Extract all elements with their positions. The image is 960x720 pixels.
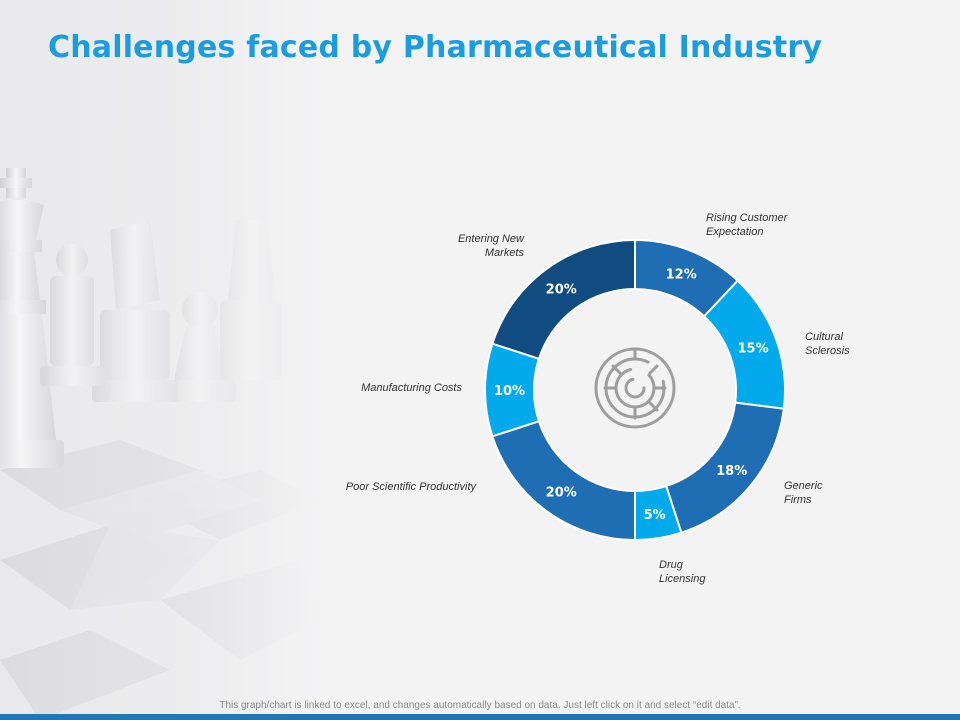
bottom-accent-bar — [0, 714, 960, 720]
donut-slice — [491, 238, 636, 361]
slice-value-label: 18% — [716, 464, 747, 479]
slice-category-label: Rising Customer Expectation — [706, 212, 789, 238]
slice-category-label: Entering New Markets — [458, 233, 525, 259]
slice-category-label: Drug Licensing — [659, 559, 706, 585]
maze-icon — [594, 347, 676, 429]
slice-value-label: 20% — [546, 486, 577, 501]
page-title: Challenges faced by Pharmaceutical Indus… — [48, 30, 823, 65]
slice-category-label: Cultural Sclerosis — [805, 331, 850, 357]
slice-value-label: 5% — [644, 508, 666, 523]
slice-category-label: Manufacturing Costs — [361, 382, 462, 394]
slice-value-label: 20% — [546, 282, 577, 297]
footnote-text: This graph/chart is linked to excel, and… — [219, 700, 741, 711]
slice-category-label: Generic Firms — [784, 480, 823, 506]
slice-category-label: Poor Scientific Productivity — [346, 481, 478, 493]
slice-value-label: 12% — [666, 267, 697, 282]
donut-slice — [491, 419, 636, 542]
slice-value-label: 10% — [494, 384, 525, 399]
slice-value-label: 15% — [738, 341, 769, 356]
